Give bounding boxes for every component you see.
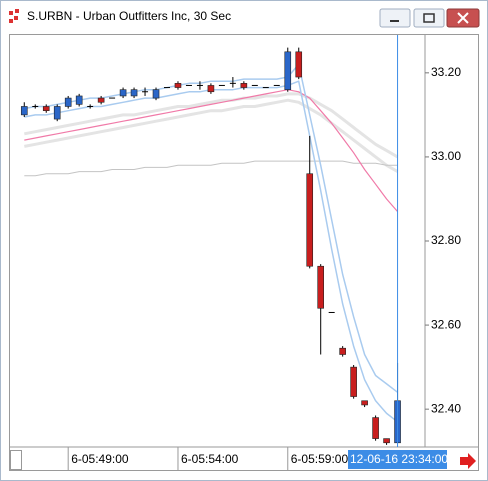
candle-body <box>130 89 138 97</box>
candle-body <box>20 106 28 116</box>
window-title: S.URBN - Urban Outfitters Inc, 30 Sec <box>27 9 231 23</box>
x-tick-label: 6-05:49:00 <box>71 452 129 466</box>
close-button[interactable] <box>446 8 480 28</box>
candle-body <box>284 51 292 90</box>
moving-average-line <box>24 98 399 173</box>
candle-body <box>317 265 325 309</box>
candle-body <box>152 89 160 99</box>
candle-body <box>361 400 368 406</box>
candle-body <box>97 97 105 103</box>
candle-body <box>240 83 248 88</box>
minimize-button[interactable] <box>379 8 411 28</box>
cursor-label: 12-06-16 23:34:00 <box>350 452 448 466</box>
candle-body <box>295 51 303 78</box>
moving-average-line <box>24 89 399 212</box>
y-tick-label: 32.60 <box>431 317 461 331</box>
candle-body <box>42 106 50 111</box>
moving-average-line <box>24 63 399 393</box>
y-tick-label: 32.80 <box>431 233 461 247</box>
restore-button[interactable] <box>413 8 445 28</box>
moving-average-line <box>24 160 398 177</box>
y-tick-label: 33.00 <box>431 149 461 163</box>
candle-body <box>207 85 215 93</box>
candle-body <box>372 417 379 439</box>
scroll-arrow[interactable] <box>460 453 476 469</box>
candle-body <box>383 438 390 444</box>
cursor-label-box <box>348 450 447 469</box>
candle-body <box>53 106 61 120</box>
y-tick-label: 33.20 <box>431 65 461 79</box>
y-tick-label: 32.40 <box>431 401 461 415</box>
candle-body <box>75 95 83 105</box>
app-icon <box>9 9 19 23</box>
candle-body <box>174 83 182 88</box>
x-tick-label: 6-05:54:00 <box>181 452 239 466</box>
x-tick-label: 6-05:59:00 <box>291 452 349 466</box>
candle-body <box>350 366 357 397</box>
candle-body <box>119 89 127 97</box>
scroll-box[interactable] <box>10 450 22 470</box>
moving-average-line <box>24 92 399 159</box>
candle-body <box>64 97 72 107</box>
candle-body <box>306 173 314 267</box>
candle-body <box>339 347 346 355</box>
